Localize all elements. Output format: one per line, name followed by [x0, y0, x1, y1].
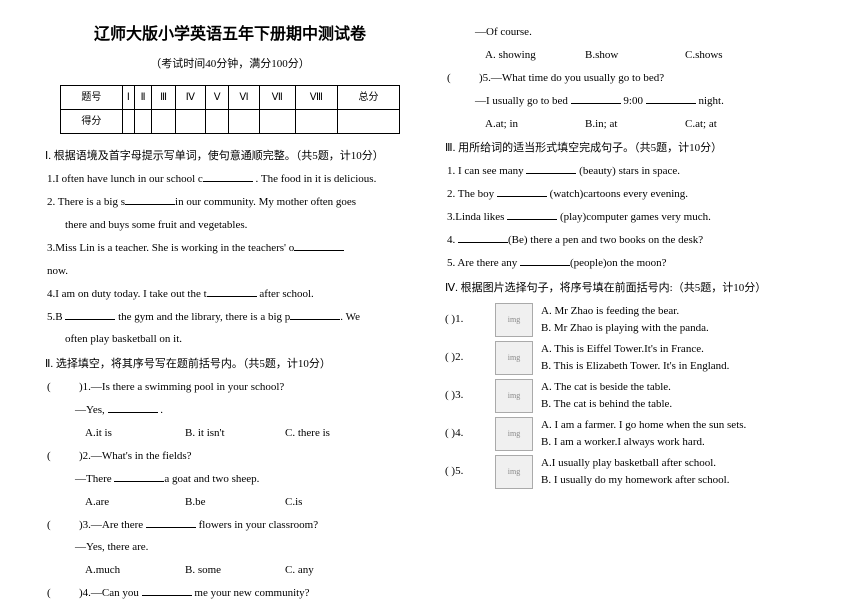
question-response: —Of course. [445, 22, 815, 43]
question: 5. Are there any (people)on the moon? [445, 253, 815, 274]
blank-input[interactable] [458, 231, 508, 243]
options: A.it isB. it isn'tC. there is [45, 423, 415, 444]
answer-paren[interactable]: ( )3. [445, 385, 495, 406]
section-2-head: Ⅱ. 选择填空，将其序号写在题前括号内。（共5题，计10分） [45, 354, 415, 375]
choices: A. This is Eiffel Tower.It's in France.B… [541, 341, 815, 374]
blank-input[interactable] [520, 254, 570, 266]
blank-input[interactable] [497, 185, 547, 197]
options: A.muchB. someC. any [45, 560, 415, 581]
question: ()1.—Is there a swimming pool in your sc… [45, 377, 415, 398]
right-column: —Of course. A. showingB.showC.shows ()5.… [430, 20, 830, 589]
blank-input[interactable] [526, 162, 576, 174]
choice-b: B. The cat is behind the table. [541, 396, 815, 413]
choice-b: B. I am a worker.I always work hard. [541, 434, 815, 451]
answer-paren[interactable]: ( [47, 583, 79, 604]
blank-input[interactable] [203, 170, 253, 182]
question: 1. I can see many (beauty) stars in spac… [445, 161, 815, 182]
question-image: img [495, 341, 533, 375]
blank-input[interactable] [207, 285, 257, 297]
question: 5.B the gym and the library, there is a … [45, 307, 415, 328]
blank-input[interactable] [65, 308, 115, 320]
options: A.at; inB.in; atC.at; at [445, 114, 815, 135]
picture-question: ( )5.img A.I usually play basketball afte… [445, 455, 815, 489]
picture-question: ( )2.imgA. This is Eiffel Tower.It's in … [445, 341, 815, 375]
question-response: —There a goat and two sheep. [45, 469, 415, 490]
answer-paren[interactable]: ( )5. [445, 461, 495, 482]
blank-input[interactable] [108, 401, 158, 413]
blank-input[interactable] [125, 193, 175, 205]
question: 2. There is a big sin our community. My … [45, 192, 415, 213]
question-image: img [495, 303, 533, 337]
picture-questions: ( )1.imgA. Mr Zhao is feeding the bear.B… [445, 303, 815, 489]
section-1-head: Ⅰ. 根据语境及首字母提示写单词，使句意通顺完整。（共5题，计10分） [45, 146, 415, 167]
choices: A. The cat is beside the table.B. The ca… [541, 379, 815, 412]
left-column: 辽师大版小学英语五年下册期中测试卷 （考试时间40分钟，满分100分） 题号 Ⅰ… [30, 20, 430, 589]
choices: A. Mr Zhao is feeding the bear.B. Mr Zha… [541, 303, 815, 336]
answer-paren[interactable]: ( [447, 68, 479, 89]
answer-paren[interactable]: ( [47, 377, 79, 398]
blank-input[interactable] [142, 584, 192, 596]
question-image: img [495, 379, 533, 413]
options: A.areB.beC.is [45, 492, 415, 513]
blank-input[interactable] [507, 208, 557, 220]
answer-paren[interactable]: ( [47, 515, 79, 536]
question: 4. (Be) there a pen and two books on the… [445, 230, 815, 251]
blank-input[interactable] [571, 92, 621, 104]
blank-input[interactable] [146, 516, 196, 528]
answer-paren[interactable]: ( )4. [445, 423, 495, 444]
options: A. showingB.showC.shows [445, 45, 815, 66]
blank-input[interactable] [114, 470, 164, 482]
choice-b: B. I usually do my homework after school… [541, 472, 815, 489]
question-cont: now. [45, 261, 415, 282]
table-row: 题号 Ⅰ Ⅱ Ⅲ Ⅳ Ⅴ Ⅵ Ⅶ Ⅷ 总分 [60, 86, 399, 110]
answer-paren[interactable]: ( [47, 446, 79, 467]
table-row: 得分 [60, 110, 399, 134]
picture-question: ( )3.imgA. The cat is beside the table.B… [445, 379, 815, 413]
answer-paren[interactable]: ( )1. [445, 309, 495, 330]
choice-a: A. This is Eiffel Tower.It's in France. [541, 341, 815, 358]
score-table: 题号 Ⅰ Ⅱ Ⅲ Ⅳ Ⅴ Ⅵ Ⅶ Ⅷ 总分 得分 [60, 85, 400, 134]
page-title: 辽师大版小学英语五年下册期中测试卷 [45, 20, 415, 50]
question-image: img [495, 417, 533, 451]
question: ()3.—Are there flowers in your classroom… [45, 515, 415, 536]
question: 3.Miss Lin is a teacher. She is working … [45, 238, 415, 259]
question: ()2.—What's in the fields? [45, 446, 415, 467]
choice-a: A. The cat is beside the table. [541, 379, 815, 396]
section-3-head: Ⅲ. 用所给词的适当形式填空完成句子。（共5题，计10分） [445, 138, 815, 159]
choice-a: A. Mr Zhao is feeding the bear. [541, 303, 815, 320]
choice-b: B. Mr Zhao is playing with the panda. [541, 320, 815, 337]
blank-input[interactable] [646, 92, 696, 104]
question: 3.Linda likes (play)computer games very … [445, 207, 815, 228]
question: ()4.—Can you me your new community? [45, 583, 415, 604]
question: 2. The boy (watch)cartoons every evening… [445, 184, 815, 205]
answer-paren[interactable]: ( )2. [445, 347, 495, 368]
choices: A.I usually play basketball after school… [541, 455, 815, 488]
question-response: —Yes, there are. [45, 537, 415, 558]
choice-a: A. I am a farmer. I go home when the sun… [541, 417, 815, 434]
question-image: img [495, 455, 533, 489]
blank-input[interactable] [290, 308, 340, 320]
choices: A. I am a farmer. I go home when the sun… [541, 417, 815, 450]
question-cont: there and buys some fruit and vegetables… [45, 215, 415, 236]
question: ()5.—What time do you usually go to bed? [445, 68, 815, 89]
section-4-head: Ⅳ. 根据图片选择句子，将序号填在前面括号内:（共5题，计10分） [445, 278, 815, 299]
question: 1.I often have lunch in our school c . T… [45, 169, 415, 190]
picture-question: ( )1.imgA. Mr Zhao is feeding the bear.B… [445, 303, 815, 337]
choice-a: A.I usually play basketball after school… [541, 455, 815, 472]
question-response: —Yes, . [45, 400, 415, 421]
blank-input[interactable] [294, 239, 344, 251]
question: 4.I am on duty today. I take out the t a… [45, 284, 415, 305]
choice-b: B. This is Elizabeth Tower. It's in Engl… [541, 358, 815, 375]
question-cont: often play basketball on it. [45, 329, 415, 350]
question-response: —I usually go to bed 9:00 night. [445, 91, 815, 112]
picture-question: ( )4.img A. I am a farmer. I go home when… [445, 417, 815, 451]
page-subtitle: （考试时间40分钟，满分100分） [45, 54, 415, 75]
